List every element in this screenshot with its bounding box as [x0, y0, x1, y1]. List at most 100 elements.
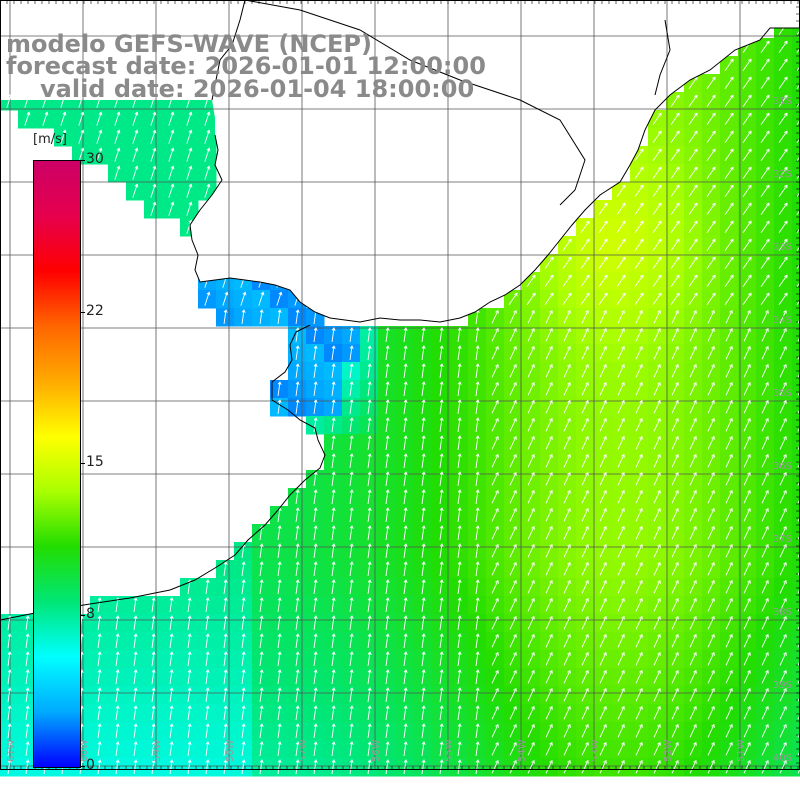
wind-arrow: [743, 363, 751, 378]
wind-arrow: [761, 687, 769, 702]
wind-arrow: [349, 759, 354, 774]
wind-arrow: [457, 417, 462, 432]
wind-arrow: [439, 507, 444, 522]
wind-arrow: [133, 669, 138, 684]
wind-arrow: [421, 363, 426, 378]
wind-arrow: [527, 741, 535, 756]
wind-arrow: [562, 292, 572, 305]
wind-arrow: [635, 561, 643, 576]
wind-arrow: [509, 363, 517, 378]
wind-arrow: [742, 202, 752, 215]
wind-arrow: [331, 453, 336, 468]
wind-arrow: [706, 202, 716, 215]
wind-arrow: [509, 597, 517, 612]
wind-arrow: [581, 741, 589, 756]
wind-arrow: [724, 94, 734, 107]
wind-arrow: [258, 273, 265, 288]
wind-arrow: [725, 741, 733, 756]
wind-arrow: [349, 471, 354, 486]
wind-arrow: [635, 615, 643, 630]
wind-arrow: [707, 399, 715, 414]
wind-arrow: [707, 507, 715, 522]
wind-arrow: [385, 561, 390, 576]
wind-arrow: [563, 309, 571, 324]
wind-arrow: [277, 669, 282, 684]
coastline-west: [0, 324, 326, 621]
wind-arrow: [187, 651, 192, 666]
wind-arrow: [97, 615, 102, 630]
wind-arrow: [688, 274, 698, 287]
wind-arrow: [742, 238, 752, 251]
wind-arrow: [779, 363, 787, 378]
wind-arrow: [796, 83, 800, 89]
wind-arrow: [187, 633, 192, 648]
wind-arrow: [150, 201, 157, 216]
wind-arrow: [743, 615, 751, 630]
wind-arrow: [724, 76, 734, 89]
wind-arrow: [778, 220, 788, 233]
wind-arrow: [634, 166, 644, 179]
wind-arrow: [796, 191, 800, 197]
wind-arrow: [295, 687, 300, 702]
wind-arrow: [403, 453, 408, 468]
wind-arrow: [724, 58, 734, 71]
wind-speed-cell: [792, 164, 800, 183]
wind-arrow: [779, 417, 787, 432]
wind-arrow: [653, 651, 661, 666]
wind-arrow: [367, 669, 372, 684]
wind-arrow: [25, 633, 30, 648]
wind-arrow: [475, 543, 480, 558]
wind-arrow: [545, 525, 553, 540]
wind-arrow: [526, 274, 536, 287]
wind-arrow: [724, 184, 734, 197]
wind-arrow: [742, 166, 752, 179]
wind-arrow: [313, 327, 318, 342]
wind-arrow: [671, 669, 679, 684]
wind-arrow: [7, 669, 12, 684]
wind-arrow: [598, 202, 608, 215]
wind-arrow: [545, 453, 553, 468]
wind-arrow: [439, 453, 444, 468]
wind-arrow: [421, 417, 426, 432]
wind-arrow: [97, 723, 102, 738]
wind-arrow: [349, 327, 354, 342]
wind-arrow: [491, 579, 499, 594]
wind-arrow: [439, 759, 444, 774]
wind-arrow: [259, 561, 264, 576]
wind-arrow: [439, 597, 444, 612]
colorbar-tick-mark: [80, 311, 85, 313]
wind-arrow: [635, 651, 643, 666]
border-line: [211, 0, 246, 101]
wind-arrow: [491, 381, 499, 396]
wind-arrow: [439, 399, 444, 414]
wind-arrow: [761, 579, 769, 594]
wind-arrow: [688, 166, 698, 179]
wind-arrow: [457, 363, 462, 378]
wind-arrow: [617, 309, 625, 324]
wind-arrow: [761, 705, 769, 720]
wind-arrow: [671, 615, 679, 630]
wind-arrow: [403, 525, 408, 540]
longitude-label: 59W: [152, 739, 163, 762]
wind-arrow: [491, 669, 499, 684]
wind-arrow: [743, 381, 751, 396]
wind-arrow: [509, 633, 517, 648]
wind-arrow: [223, 633, 228, 648]
wind-arrow: [671, 633, 679, 648]
wind-arrow: [671, 381, 679, 396]
wind-arrow: [652, 130, 662, 143]
wind-arrow: [509, 381, 517, 396]
wind-arrow: [421, 489, 426, 504]
wind-arrow: [24, 93, 31, 108]
wind-arrow: [779, 633, 787, 648]
wind-arrow: [581, 399, 589, 414]
wind-arrow: [671, 399, 679, 414]
colorbar-tick-mark: [80, 463, 85, 464]
wind-arrow: [581, 759, 589, 774]
wind-arrow: [725, 435, 733, 450]
wind-arrow: [635, 381, 643, 396]
wind-arrow: [545, 579, 553, 594]
wind-arrow: [761, 453, 769, 468]
wind-arrow: [545, 561, 553, 576]
wind-arrow: [652, 166, 662, 179]
